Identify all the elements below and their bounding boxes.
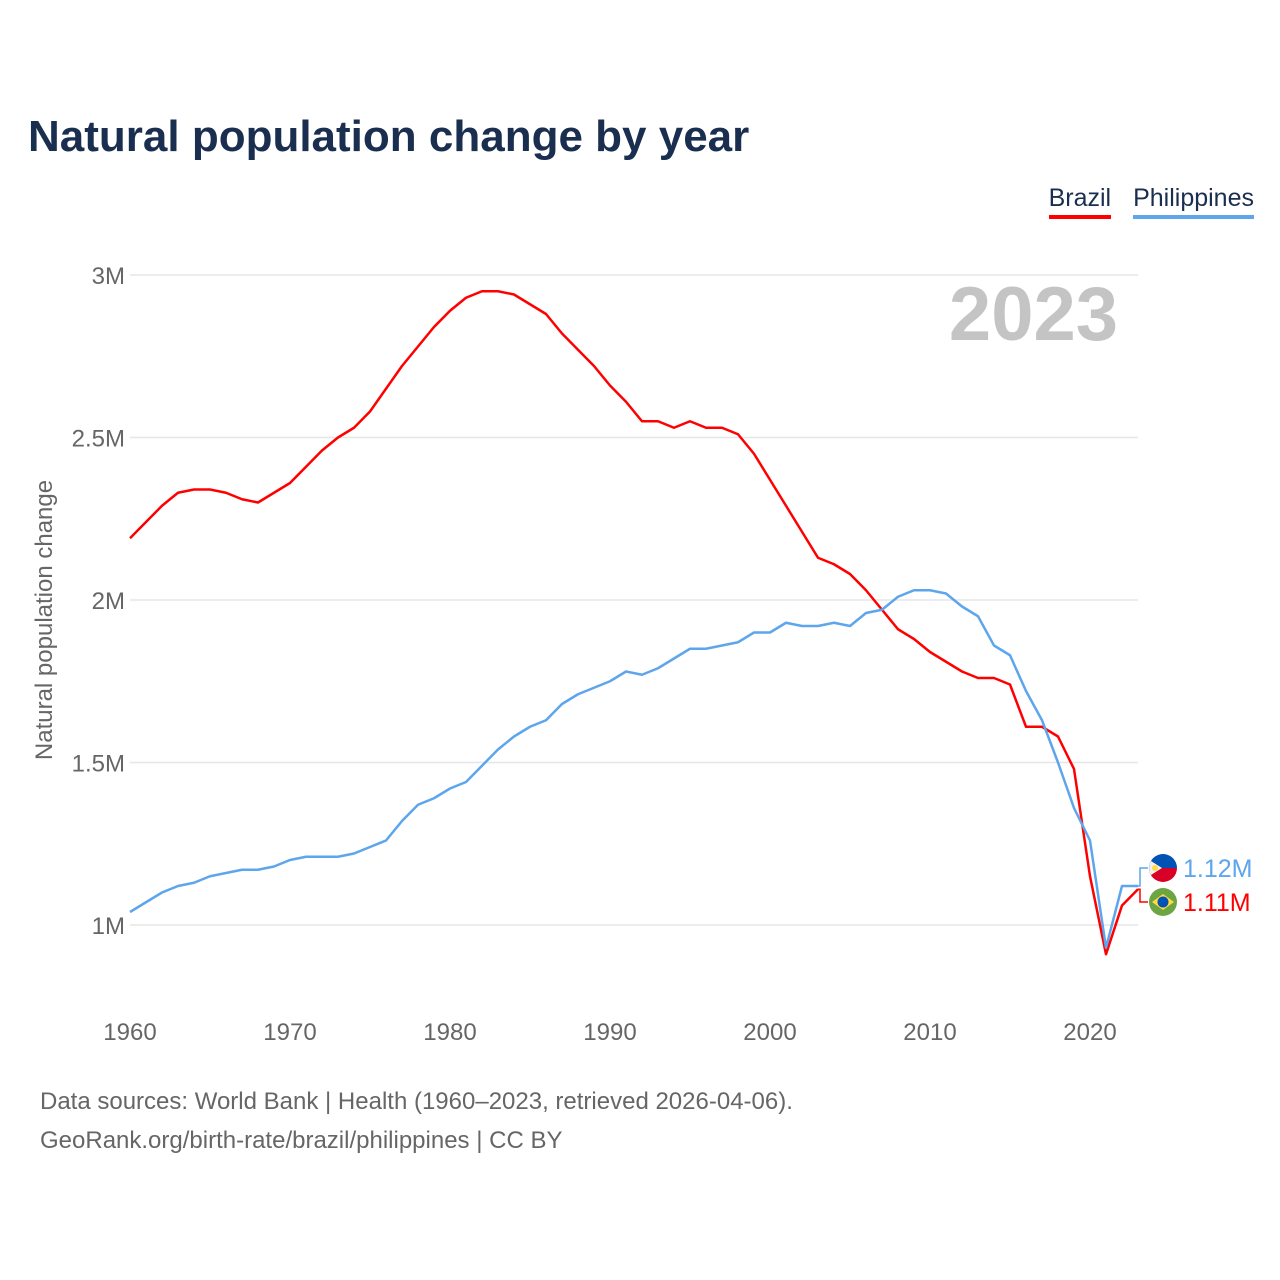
series-line-brazil [129,290,1139,956]
footer-link[interactable]: GeoRank.org/birth-rate/brazil/philippine… [40,1127,563,1154]
y-tick-label: 1.5M [72,751,125,778]
series-line-philippines [129,589,1138,949]
y-tick-label: 3M [92,263,125,290]
label-connector [1138,888,1148,903]
philippines-flag-sun [1152,865,1158,871]
legend-philippines[interactable]: Philippines [1133,184,1254,219]
y-tick-label: 2M [92,588,125,615]
brazil-flag-globe [1157,896,1169,908]
x-tick-label: 1960 [103,1019,156,1046]
x-tick-label: 1970 [263,1019,316,1046]
y-tick-label: 1M [92,913,125,940]
year-watermark: 2023 [949,272,1118,357]
legend: Brazil Philippines [1048,184,1254,219]
footer-sources: Data sources: World Bank | Health (1960–… [40,1088,793,1115]
x-tick-label: 1980 [423,1019,476,1046]
x-tick-label: 2020 [1063,1019,1116,1046]
label-connector [1138,867,1148,887]
y-tick-label: 2.5M [72,426,125,453]
chart-title: Natural population change by year [28,112,750,161]
end-value-label: 1.12M [1183,855,1252,883]
x-tick-label: 1990 [583,1019,636,1046]
end-value-label: 1.11M [1183,889,1251,917]
y-axis-label: Natural population change [31,480,58,760]
x-tick-label: 2000 [743,1019,796,1046]
legend-brazil[interactable]: Brazil [1048,184,1112,219]
x-tick-label: 2010 [903,1019,956,1046]
